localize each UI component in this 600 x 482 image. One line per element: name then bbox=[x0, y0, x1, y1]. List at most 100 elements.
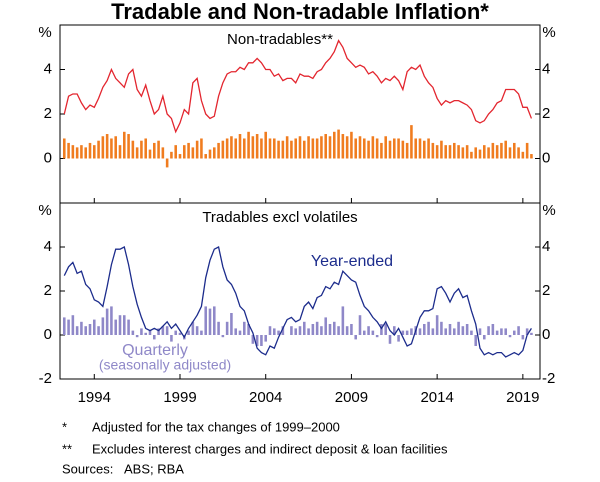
bar bbox=[354, 335, 357, 340]
note-mark: ** bbox=[62, 441, 72, 456]
bar bbox=[320, 326, 323, 335]
bar bbox=[435, 145, 439, 159]
bar bbox=[148, 330, 152, 335]
bar bbox=[384, 136, 387, 159]
x-tick-label: 1999 bbox=[163, 389, 196, 406]
bar bbox=[431, 142, 435, 159]
bar bbox=[217, 142, 220, 159]
bar bbox=[131, 330, 135, 335]
bar bbox=[397, 335, 400, 342]
bar bbox=[93, 319, 96, 335]
bar bbox=[414, 138, 417, 159]
bar bbox=[487, 147, 490, 159]
bar bbox=[375, 335, 379, 338]
bar bbox=[525, 328, 529, 335]
bar bbox=[345, 136, 349, 159]
bar bbox=[324, 134, 327, 159]
bar bbox=[367, 326, 370, 335]
bar bbox=[448, 324, 452, 335]
bar bbox=[264, 335, 267, 342]
bar bbox=[140, 140, 143, 159]
y-tick-label: 4 bbox=[542, 60, 550, 77]
bar bbox=[191, 321, 195, 335]
bar bbox=[328, 136, 332, 159]
bar bbox=[401, 140, 405, 159]
bar bbox=[88, 324, 92, 335]
bar bbox=[388, 335, 392, 344]
bar bbox=[508, 335, 512, 338]
bar bbox=[341, 134, 345, 159]
bar bbox=[165, 326, 169, 335]
y-tick-label: 0 bbox=[44, 149, 52, 166]
bar bbox=[114, 319, 117, 335]
bar bbox=[238, 134, 242, 159]
bar bbox=[453, 328, 456, 335]
bar bbox=[435, 315, 439, 335]
line bbox=[63, 39, 533, 134]
bar bbox=[470, 330, 473, 335]
bar bbox=[97, 140, 100, 159]
bar bbox=[67, 319, 70, 335]
bar bbox=[495, 330, 499, 335]
bar bbox=[75, 147, 79, 159]
bar bbox=[423, 140, 426, 159]
bar bbox=[247, 131, 250, 159]
bar bbox=[483, 335, 486, 340]
chart-title: Tradable and Non-tradable Inflation* bbox=[111, 0, 489, 24]
bar bbox=[170, 151, 173, 159]
bar bbox=[307, 328, 310, 335]
y-tick-label: -2 bbox=[542, 370, 555, 387]
bar bbox=[500, 328, 503, 335]
bar bbox=[380, 142, 383, 159]
bar bbox=[135, 147, 139, 159]
bar bbox=[474, 335, 477, 346]
y-axis-label: % bbox=[542, 202, 555, 219]
bar bbox=[268, 326, 272, 335]
bar bbox=[504, 328, 507, 335]
bar bbox=[277, 330, 280, 335]
bar bbox=[260, 138, 263, 159]
bar bbox=[371, 136, 375, 159]
bar bbox=[127, 134, 130, 159]
bar bbox=[427, 321, 430, 335]
bar bbox=[504, 140, 507, 159]
bar bbox=[243, 138, 246, 159]
bar bbox=[174, 145, 177, 159]
bar bbox=[127, 319, 130, 335]
bar bbox=[230, 313, 233, 335]
bar bbox=[393, 138, 396, 159]
bar bbox=[178, 154, 182, 159]
bar bbox=[213, 147, 216, 159]
chart-title: Non-tradables** bbox=[227, 31, 333, 48]
bar bbox=[234, 328, 237, 335]
bar bbox=[405, 142, 409, 159]
bar bbox=[423, 324, 426, 335]
bar bbox=[225, 321, 229, 335]
bar bbox=[324, 317, 327, 335]
y-axis-label: % bbox=[38, 24, 51, 41]
bar bbox=[105, 134, 109, 159]
bar bbox=[453, 142, 456, 159]
bar bbox=[268, 138, 272, 159]
bar bbox=[307, 136, 310, 159]
bar bbox=[178, 332, 182, 335]
bar bbox=[465, 145, 469, 159]
bar bbox=[264, 131, 267, 159]
bar bbox=[440, 140, 443, 159]
y-tick-label: 4 bbox=[44, 60, 52, 77]
bar bbox=[273, 328, 276, 335]
bar bbox=[311, 138, 315, 159]
bar bbox=[474, 147, 477, 159]
bar bbox=[401, 330, 405, 335]
bar bbox=[84, 147, 87, 159]
bar bbox=[140, 328, 143, 335]
bar bbox=[333, 131, 336, 159]
x-tick-label: 2004 bbox=[249, 389, 282, 406]
bar bbox=[195, 140, 199, 159]
bar bbox=[345, 326, 349, 335]
bar bbox=[341, 306, 345, 335]
x-tick-label: 2019 bbox=[506, 389, 539, 406]
x-tick-label: 2014 bbox=[420, 389, 453, 406]
bar bbox=[367, 140, 370, 159]
